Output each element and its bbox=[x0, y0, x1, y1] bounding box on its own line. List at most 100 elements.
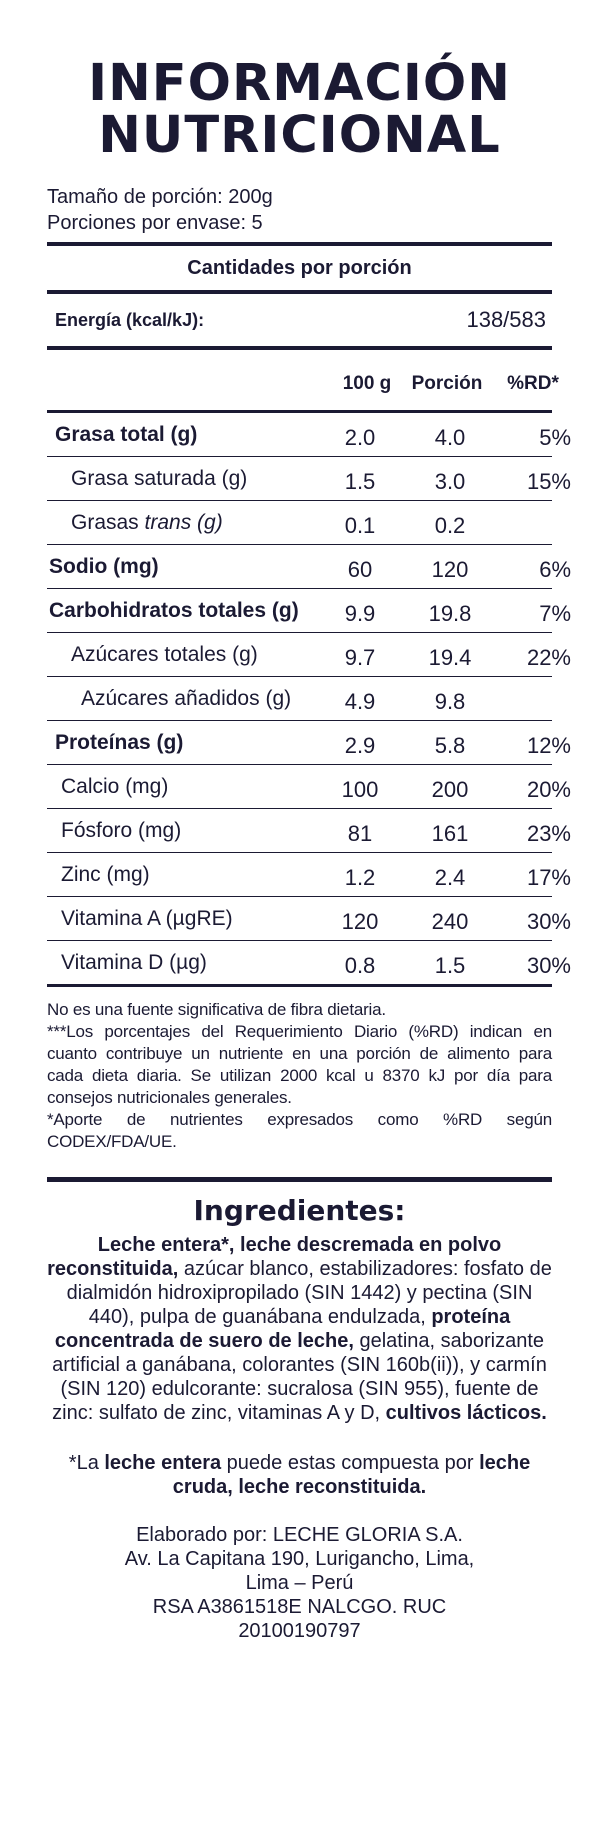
nutrient-row: Sodio (mg) 60 120 6% bbox=[47, 545, 571, 589]
nutrient-rd: 23% bbox=[526, 821, 571, 846]
divider bbox=[47, 346, 552, 350]
manufacturer-line: Elaborado por: LECHE GLORIA S.A. bbox=[136, 1524, 463, 1546]
column-headers: 100 g Porción %RD* bbox=[47, 350, 559, 410]
nutrient-row: Fósforo (mg) 81 161 23% bbox=[47, 809, 571, 853]
nutrient-portion: 19.8 bbox=[428, 601, 472, 626]
nutrient-per100: 2.9 bbox=[344, 733, 376, 758]
nutrient-rd: 22% bbox=[526, 645, 571, 670]
nutrient-name: Vitamina A (µgRE) bbox=[61, 907, 233, 930]
nutrient-row: Grasa saturada (g) 1.5 3.0 15% bbox=[47, 457, 571, 501]
nutrient-row: Vitamina D (µg) 0.8 1.5 30% bbox=[47, 941, 571, 984]
nutrient-per100: 120 bbox=[341, 909, 379, 934]
nutrient-portion: 240 bbox=[431, 909, 469, 934]
energy-label: Energía (kcal/kJ): bbox=[55, 309, 205, 330]
nutrient-per100: 0.8 bbox=[344, 953, 376, 978]
nutrient-portion: 19.4 bbox=[428, 645, 472, 670]
milk-note-bold-2: leche cruda, leche reconstituida. bbox=[172, 1452, 531, 1498]
nutrient-name: Calcio (mg) bbox=[61, 775, 169, 798]
nutrient-per100: 100 bbox=[341, 777, 379, 802]
amounts-header: Cantidades por porción bbox=[187, 257, 412, 279]
nutrient-name: Carbohidratos totales (g) bbox=[49, 599, 299, 622]
energy-row: Energía (kcal/kJ): 138/583 bbox=[47, 294, 552, 346]
nutrient-portion: 161 bbox=[431, 821, 469, 846]
divider bbox=[47, 242, 552, 246]
nutrient-name: Proteínas (g) bbox=[55, 731, 184, 754]
manufacturer-line: Lima – Perú bbox=[245, 1572, 354, 1594]
section-divider bbox=[47, 1177, 552, 1182]
ingredient-text-2: gelatina, saborizante artificial a ganáb… bbox=[52, 1330, 547, 1424]
nutrient-per100: 9.9 bbox=[344, 601, 376, 626]
codex-note: *Aporte de nutrientes expresados como %R… bbox=[47, 1110, 552, 1151]
manufacturer-line: 20100190797 bbox=[238, 1620, 361, 1642]
col-per100: 100 g bbox=[342, 373, 392, 394]
footnotes: No es una fuente significativa de fibra … bbox=[47, 999, 552, 1153]
nutrient-rd: 6% bbox=[539, 557, 571, 582]
nutrient-rd: 30% bbox=[526, 909, 571, 934]
nutrient-per100: 1.5 bbox=[344, 469, 376, 494]
nutrient-name: Sodio (mg) bbox=[49, 555, 159, 578]
energy-value: 138/583 bbox=[466, 307, 546, 332]
nutrient-rd: 12% bbox=[526, 733, 571, 758]
whole-milk-note: *La leche entera puede estas compuesta p… bbox=[47, 1451, 552, 1499]
nutrient-rd: 15% bbox=[526, 469, 571, 494]
nutrient-name: Vitamina D (µg) bbox=[61, 951, 207, 974]
nutrient-portion: 2.4 bbox=[434, 865, 466, 890]
ingredient-bold-2: proteína concentrada de suero de leche, bbox=[54, 1306, 511, 1352]
ingredient-bold-1: Leche entera*, leche descremada en polvo… bbox=[47, 1234, 502, 1280]
manufacturer-line: RSA A3861518E NALCGO. RUC bbox=[152, 1596, 447, 1618]
title-line-2: NUTRICIONAL bbox=[98, 106, 501, 165]
nutrient-rd: 5% bbox=[539, 425, 571, 450]
nutrient-rd: 20% bbox=[526, 777, 571, 802]
nutrient-row: Grasas trans (g) 0.1 0.2 bbox=[47, 501, 552, 545]
nutrient-name: Zinc (mg) bbox=[61, 863, 150, 886]
nutrient-portion: 120 bbox=[431, 557, 469, 582]
manufacturer-line: Av. La Capitana 190, Lurigancho, Lima, bbox=[124, 1548, 475, 1570]
nutrient-row: Vitamina A (µgRE) 120 240 30% bbox=[47, 897, 571, 941]
nutrient-portion: 3.0 bbox=[434, 469, 466, 494]
rd-note: ***Los porcentajes del Requerimiento Dia… bbox=[47, 1022, 552, 1107]
milk-note-text-1: *La bbox=[68, 1452, 105, 1474]
nutrient-portion: 0.2 bbox=[434, 513, 466, 538]
nutrient-row: Azúcares totales (g) 9.7 19.4 22% bbox=[47, 633, 571, 677]
nutrient-per100: 0.1 bbox=[344, 513, 376, 538]
nutrient-per100: 2.0 bbox=[344, 425, 376, 450]
nutrient-name: Azúcares añadidos (g) bbox=[81, 687, 292, 710]
nutrient-portion: 4.0 bbox=[434, 425, 466, 450]
nutrient-name: Grasa saturada (g) bbox=[71, 467, 248, 490]
nutrient-row: Calcio (mg) 100 200 20% bbox=[47, 765, 571, 809]
nutrient-rd: 30% bbox=[526, 953, 571, 978]
nutrient-rd: 7% bbox=[539, 601, 571, 626]
nutrient-name: Fósforo (mg) bbox=[61, 819, 182, 842]
nutrient-row: Grasa total (g) 2.0 4.0 5% bbox=[47, 413, 571, 457]
nutrient-portion: 200 bbox=[431, 777, 469, 802]
col-portion: Porción bbox=[411, 373, 483, 394]
milk-note-bold-1: leche entera bbox=[104, 1452, 222, 1474]
nutrients-table: Grasa total (g) 2.0 4.0 5% Grasa saturad… bbox=[47, 413, 571, 984]
ingredients-text: Leche entera*, leche descremada en polvo… bbox=[47, 1233, 552, 1425]
nutrient-row: Proteínas (g) 2.9 5.8 12% bbox=[47, 721, 571, 765]
ingredient-text-1: azúcar blanco, estabilizadores: fosfato … bbox=[66, 1258, 552, 1328]
nutrient-per100: 60 bbox=[347, 557, 373, 582]
nutrient-per100: 1.2 bbox=[344, 865, 376, 890]
nutrient-row: Azúcares añadidos (g) 4.9 9.8 bbox=[47, 677, 552, 721]
col-rd: %RD* bbox=[507, 373, 559, 394]
ingredient-bold-3: cultivos lácticos. bbox=[385, 1402, 547, 1424]
nutrient-name-prefix: Grasas bbox=[71, 511, 145, 534]
nutrient-rd: 17% bbox=[526, 865, 571, 890]
divider bbox=[47, 410, 552, 413]
servings-per-container: Porciones por envase: 5 bbox=[47, 212, 263, 234]
nutrient-name: Azúcares totales (g) bbox=[71, 643, 258, 666]
nutrient-name: Grasas trans (g) bbox=[71, 511, 223, 535]
nutrient-portion: 9.8 bbox=[434, 689, 466, 714]
ingredients-title: Ingredientes: bbox=[193, 1194, 406, 1227]
fiber-note: No es una fuente significativa de fibra … bbox=[47, 1000, 386, 1019]
nutrition-label: INFORMACIÓN NUTRICIONAL Tamaño de porció… bbox=[47, 0, 571, 1643]
manufacturer-info: Elaborado por: LECHE GLORIA S.A. Av. La … bbox=[47, 1523, 552, 1643]
nutrient-per100: 81 bbox=[347, 821, 373, 846]
serving-info: Tamaño de porción: 200g Porciones por en… bbox=[47, 184, 552, 236]
nutrient-portion: 1.5 bbox=[434, 953, 466, 978]
label-title: INFORMACIÓN NUTRICIONAL bbox=[47, 0, 552, 162]
nutrient-name-italic: trans (g) bbox=[144, 511, 223, 534]
nutrient-row: Zinc (mg) 1.2 2.4 17% bbox=[47, 853, 571, 897]
nutrient-row: Carbohidratos totales (g) 9.9 19.8 7% bbox=[47, 589, 571, 633]
